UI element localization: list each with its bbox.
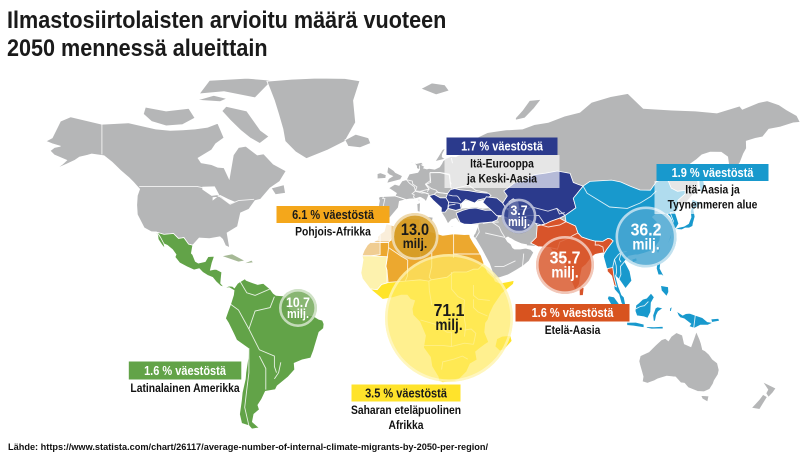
svg-text:milj.: milj. [403,235,428,251]
svg-text:ja Keski-Aasia: ja Keski-Aasia [466,173,538,186]
svg-text:Itä-Eurooppa: Itä-Eurooppa [470,158,534,171]
svg-text:35.7: 35.7 [550,248,581,268]
svg-text:1.6 % väestöstä: 1.6 % väestöstä [532,306,614,320]
svg-text:milj.: milj. [287,307,309,321]
svg-text:Itä-Aasia ja: Itä-Aasia ja [685,184,740,197]
svg-text:milj.: milj. [632,237,659,254]
svg-text:1.7 % väestöstä: 1.7 % väestöstä [461,140,543,154]
svg-text:Saharan eteläpuolinen: Saharan eteläpuolinen [351,404,461,417]
svg-text:Tyynenmeren alue: Tyynenmeren alue [668,199,758,212]
svg-text:3.7: 3.7 [510,202,527,218]
svg-text:36.2: 36.2 [631,220,662,240]
svg-text:10.7: 10.7 [286,294,310,310]
svg-text:Latinalainen Amerikka: Latinalainen Amerikka [130,382,240,395]
svg-text:milj.: milj. [551,265,578,282]
svg-text:milj.: milj. [508,215,530,229]
svg-text:6.1 % väestöstä: 6.1 % väestöstä [292,208,374,222]
svg-text:3.5 % väestöstä: 3.5 % väestöstä [365,387,447,401]
svg-text:Pohjois-Afrikka: Pohjois-Afrikka [295,226,371,239]
svg-text:1.6 % väestöstä: 1.6 % väestöstä [144,364,226,378]
svg-text:1.9 % väestöstä: 1.9 % väestöstä [672,166,754,180]
svg-text:Afrikka: Afrikka [389,419,425,432]
svg-text:milj.: milj. [435,317,462,334]
svg-text:Etelä-Aasia: Etelä-Aasia [545,324,601,337]
svg-text:13.0: 13.0 [401,221,429,239]
svg-text:71.1: 71.1 [434,300,465,320]
